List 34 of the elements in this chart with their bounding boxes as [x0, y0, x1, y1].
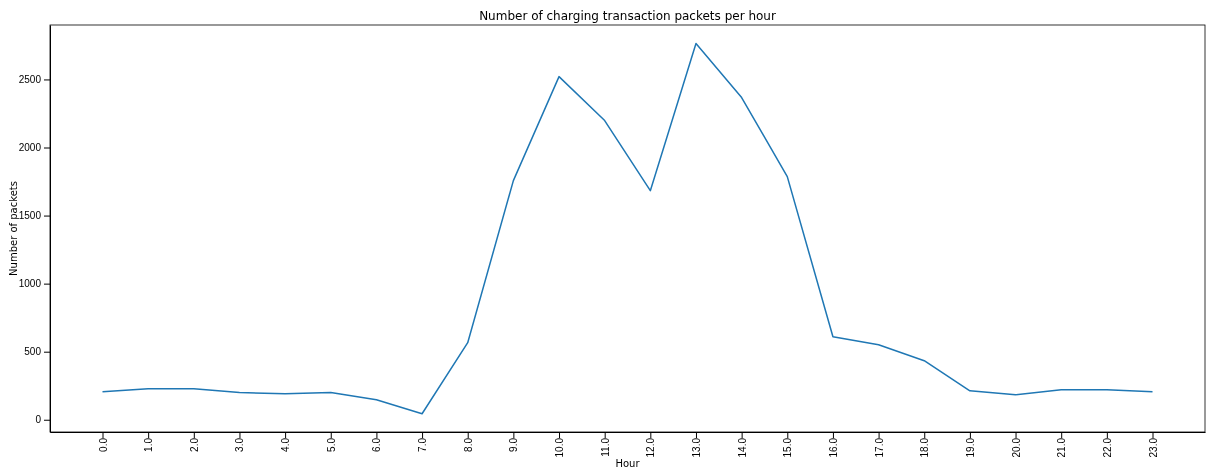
x-tick-label: 23.0 [1147, 437, 1159, 458]
x-tick-label: 1.0 [143, 437, 155, 452]
x-tick-label: 5.0 [325, 437, 337, 452]
x-tick-label: 16.0 [827, 437, 839, 458]
x-tick-label: 10.0 [554, 437, 566, 458]
x-tick-label: 4.0 [280, 437, 292, 452]
x-tick-label: 22.0 [1101, 437, 1113, 458]
x-axis-title: Hour [615, 458, 641, 468]
line-series [101, 42, 1154, 415]
x-tick-label: 0.0 [97, 437, 109, 452]
x-tick-label: 12.0 [645, 437, 657, 458]
x-tick-label: 15.0 [782, 437, 794, 458]
x-tick-label: 20.0 [1010, 437, 1022, 458]
x-tick-label: 3.0 [234, 437, 246, 452]
x-tick-label: 14.0 [736, 437, 748, 458]
x-tick-label: 19.0 [964, 437, 976, 458]
x-tick-label: 7.0 [417, 437, 429, 452]
x-tick-label: 8.0 [462, 437, 474, 452]
x-tick-label: 9.0 [508, 437, 520, 452]
y-tick-label: 1000 [18, 278, 42, 290]
y-tick-label: 0 [35, 414, 42, 426]
x-tick-label: 6.0 [371, 437, 383, 452]
x-tick-label: 21.0 [1056, 437, 1068, 458]
chart-title: Number of charging transaction packets per hour [479, 9, 776, 23]
y-tick-label: 500 [24, 346, 42, 358]
x-tick-label: 13.0 [690, 437, 702, 458]
y-tick-label: 2000 [18, 142, 42, 154]
x-tick-label: 2.0 [188, 437, 200, 452]
y-tick-label: 1500 [18, 210, 42, 222]
x-tick-label: 18.0 [919, 437, 931, 458]
y-axis-title: Number of packets [8, 181, 19, 276]
y-tick-label: 2500 [18, 74, 42, 86]
x-tick-label: 17.0 [873, 437, 885, 458]
x-tick-label: 11.0 [599, 437, 611, 457]
